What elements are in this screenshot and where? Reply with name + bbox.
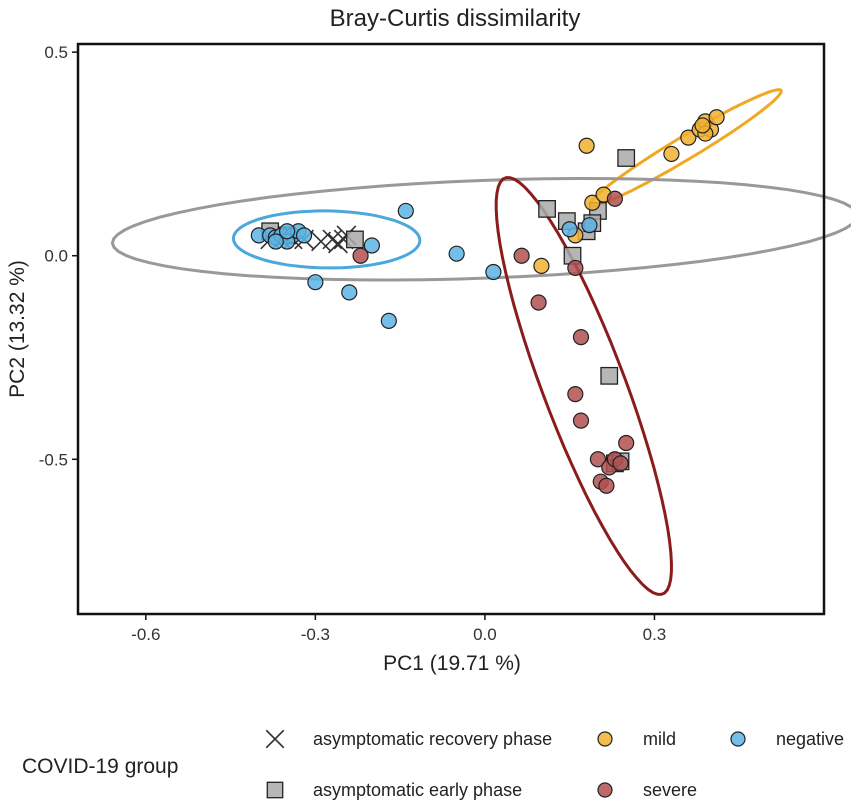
data-point xyxy=(295,227,313,244)
data-point xyxy=(572,329,590,346)
ellipse-mild xyxy=(588,88,783,208)
axis-ticks: -0.6 -0.3 0.0 0.3 0.5 0.0 -0.5 xyxy=(39,43,667,644)
legend-item: asymptomatic early phase xyxy=(266,780,522,800)
data-point xyxy=(352,247,369,264)
legend-key xyxy=(730,731,746,747)
data-point xyxy=(346,230,364,249)
legend-label: asymptomatic recovery phase xyxy=(313,729,552,749)
legend-label: negative xyxy=(776,729,844,749)
legend-item: severe xyxy=(597,780,697,800)
series-severe xyxy=(352,190,635,494)
data-point xyxy=(513,247,530,264)
data-point xyxy=(612,455,629,472)
legend-key-stroke xyxy=(265,729,285,749)
data-point xyxy=(397,202,414,220)
legend-key xyxy=(597,731,613,747)
series-mild xyxy=(533,109,725,274)
legend-label: mild xyxy=(643,729,676,749)
data-point xyxy=(307,274,324,291)
y-tick-label: 0.5 xyxy=(44,43,68,62)
legend-title: COVID-19 group xyxy=(22,755,178,778)
data-point xyxy=(530,294,547,311)
data-point xyxy=(600,366,619,385)
data-point-stroke xyxy=(322,229,343,250)
legend-item: asymptomatic recovery phase xyxy=(265,729,552,749)
ellipse-negative xyxy=(231,209,422,270)
data-point xyxy=(694,117,711,134)
y-tick-label: 0.0 xyxy=(44,247,68,266)
data-point xyxy=(584,194,601,211)
plot-area xyxy=(110,88,851,596)
x-tick-label: 0.3 xyxy=(643,625,667,644)
data-point xyxy=(581,217,598,234)
data-point xyxy=(663,145,680,163)
data-point xyxy=(279,223,296,240)
ellipse-severe xyxy=(494,176,673,596)
data-point xyxy=(322,229,343,250)
plot-frame xyxy=(76,42,826,616)
data-point xyxy=(533,257,550,274)
data-point xyxy=(380,312,397,329)
legend-key xyxy=(265,729,285,749)
data-point xyxy=(708,109,725,126)
data-point xyxy=(572,412,590,429)
x-tick-label: -0.6 xyxy=(131,625,160,644)
legend-label: asymptomatic early phase xyxy=(313,780,522,800)
series-negative xyxy=(250,202,598,329)
legend-key xyxy=(266,781,284,799)
data-point xyxy=(561,221,578,238)
x-axis-title: PC1 (19.71 %) xyxy=(383,652,521,675)
data-point xyxy=(341,284,358,301)
data-point xyxy=(267,233,284,250)
data-point xyxy=(606,190,623,207)
data-point xyxy=(567,386,584,403)
data-point xyxy=(578,137,595,154)
legend-key xyxy=(597,782,613,798)
chart-title: Bray-Curtis dissimilarity xyxy=(330,5,581,32)
y-tick-label: -0.5 xyxy=(39,450,68,469)
data-point xyxy=(589,451,607,468)
legend: COVID-19 group asymptomatic recovery pha… xyxy=(22,729,844,800)
legend-label: severe xyxy=(643,780,697,800)
data-point xyxy=(363,237,380,254)
data-point xyxy=(680,129,697,146)
legend-item: negative xyxy=(730,729,844,749)
data-point xyxy=(448,245,465,262)
data-point xyxy=(618,434,635,452)
data-point xyxy=(617,149,636,167)
data-point xyxy=(567,259,584,277)
legend-item: mild xyxy=(597,729,676,749)
y-axis-title: PC2 (13.32 %) xyxy=(6,260,29,398)
ellipse-all xyxy=(110,176,851,282)
data-point xyxy=(598,477,615,494)
data-point xyxy=(538,199,556,218)
x-tick-label: -0.3 xyxy=(301,625,330,644)
data-point xyxy=(485,263,502,281)
x-tick-label: 0.0 xyxy=(473,625,497,644)
